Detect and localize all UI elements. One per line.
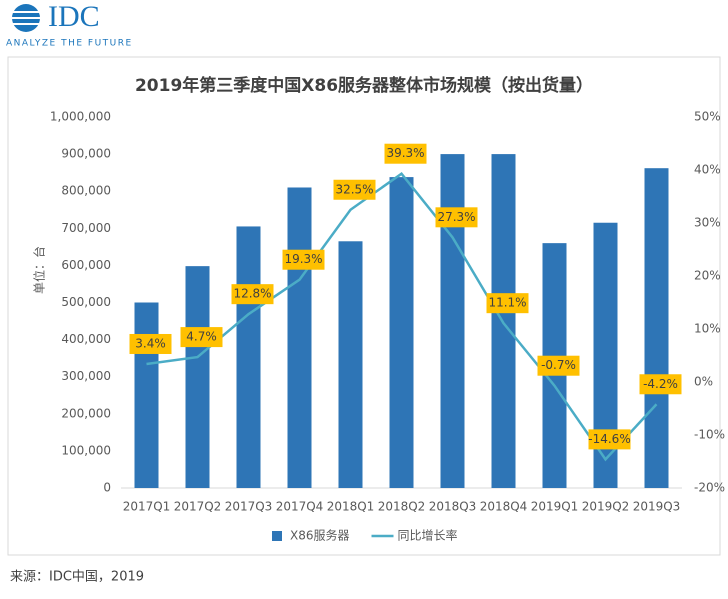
- legend-label: X86服务器: [290, 528, 350, 543]
- x-tick-label: 2017Q1: [123, 500, 171, 514]
- value-label: 4.7%: [186, 330, 217, 344]
- bar: [287, 187, 312, 489]
- x-tick-label: 2018Q4: [480, 500, 528, 514]
- value-label: 12.8%: [233, 287, 271, 301]
- bar: [185, 266, 210, 488]
- y-tick-label: 300,000: [61, 369, 111, 383]
- x-tick-label: 2019Q3: [633, 500, 681, 514]
- bar: [236, 226, 261, 488]
- y-tick-label: 200,000: [61, 406, 111, 420]
- chart-title: 2019年第三季度中国X86服务器整体市场规模（按出货量）: [135, 75, 593, 96]
- value-label: 39.3%: [386, 146, 424, 160]
- y2-tick-label: 50%: [694, 110, 721, 124]
- value-label-bg: [333, 179, 376, 200]
- legend-label: 同比增长率: [398, 528, 458, 543]
- y2-tick-label: -10%: [694, 428, 725, 442]
- value-label-bg: [129, 333, 172, 354]
- x-tick-label: 2017Q4: [276, 500, 324, 514]
- y-axis-label: 单位：台: [32, 246, 47, 294]
- value-label-bg: [588, 429, 631, 450]
- logo-tagline: ANALYZE THE FUTURE: [6, 39, 133, 49]
- y-tick-label: 500,000: [61, 295, 111, 309]
- value-label-bg: [537, 355, 580, 376]
- value-label: 27.3%: [437, 210, 475, 224]
- y2-tick-label: 20%: [694, 269, 721, 283]
- x-tick-label: 2019Q2: [582, 500, 630, 514]
- value-label-bg: [180, 327, 223, 348]
- value-label: -0.7%: [541, 358, 576, 372]
- logo-name: IDC: [48, 0, 100, 33]
- value-label-bg: [435, 207, 478, 228]
- bar: [134, 302, 159, 488]
- y-tick-label: 900,000: [61, 147, 111, 161]
- value-label: -4.2%: [643, 377, 678, 391]
- y-tick-label: 100,000: [61, 443, 111, 457]
- y2-tick-label: 40%: [694, 163, 721, 177]
- logo-icon: [12, 4, 40, 32]
- x-tick-label: 2017Q2: [174, 500, 222, 514]
- source: 来源：IDC中国，2019: [10, 570, 144, 585]
- bar: [644, 168, 669, 488]
- y-tick-label: 800,000: [61, 184, 111, 198]
- x-tick-label: 2017Q3: [225, 500, 273, 514]
- bar: [440, 154, 465, 488]
- value-label-bg: [486, 293, 529, 314]
- y-tick-label: 400,000: [61, 332, 111, 346]
- y2-tick-label: 30%: [694, 216, 721, 230]
- x-tick-label: 2018Q1: [327, 500, 375, 514]
- y-tick-label: 0: [103, 481, 111, 495]
- bar: [389, 177, 414, 489]
- y-tick-label: 600,000: [61, 258, 111, 272]
- x-tick-label: 2018Q2: [378, 500, 426, 514]
- value-label-bg: [282, 249, 325, 270]
- value-label: 19.3%: [284, 252, 322, 266]
- value-label-bg: [384, 143, 427, 164]
- value-label: 3.4%: [135, 336, 166, 350]
- value-label: 32.5%: [335, 182, 373, 196]
- value-label-bg: [639, 374, 682, 395]
- y2-tick-label: -20%: [694, 481, 725, 495]
- line: [146, 172, 658, 462]
- value-label: 11.1%: [488, 296, 526, 310]
- legend-swatch: [272, 531, 282, 541]
- value-label-bg: [231, 284, 274, 305]
- y2-tick-label: 0%: [694, 375, 713, 389]
- y-tick-label: 700,000: [61, 221, 111, 235]
- value-label: -14.6%: [588, 432, 630, 446]
- x-tick-label: 2018Q3: [429, 500, 477, 514]
- y-tick-label: 1,000,000: [50, 110, 111, 124]
- bar: [338, 241, 363, 488]
- y2-tick-label: 10%: [694, 322, 721, 336]
- x-tick-label: 2019Q1: [531, 500, 579, 514]
